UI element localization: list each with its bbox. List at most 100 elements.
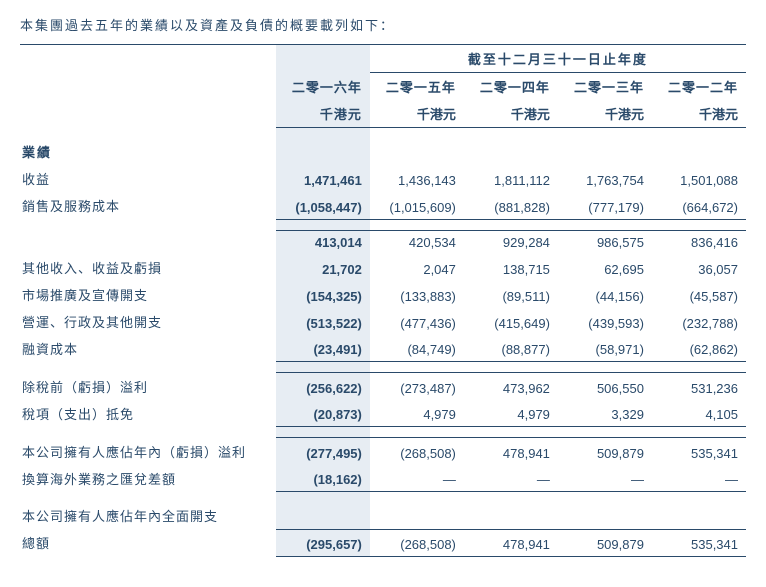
cell: 21,702: [276, 254, 370, 281]
cell: 1,811,112: [464, 165, 558, 192]
cell: 478,941: [464, 529, 558, 556]
cell: 473,962: [464, 373, 558, 400]
table-row: 融資成本(23,491)(84,749)(88,877)(58,971)(62,…: [20, 335, 746, 362]
cell: 420,534: [370, 230, 464, 254]
cell: 4,979: [464, 400, 558, 427]
cell: 509,879: [558, 438, 652, 465]
cell: (439,593): [558, 308, 652, 335]
cell: 138,715: [464, 254, 558, 281]
cell: [276, 502, 370, 529]
cell: (477,436): [370, 308, 464, 335]
cell: 1,436,143: [370, 165, 464, 192]
cell: 1,471,461: [276, 165, 370, 192]
intro-text: 本集團過去五年的業績以及資產及負債的概要載列如下：: [20, 15, 746, 34]
unit-2: 千港元: [464, 100, 558, 128]
year-header-0: 二零一六年: [276, 73, 370, 101]
cell: (88,877): [464, 335, 558, 362]
row-label: 本公司擁有人應佔年內（虧損）溢利: [20, 438, 276, 465]
cell: [370, 502, 464, 529]
row-label: 銷售及服務成本: [20, 192, 276, 219]
cell: 2,047: [370, 254, 464, 281]
cell: (133,883): [370, 281, 464, 308]
cell: —: [464, 465, 558, 492]
year-header-1: 二零一五年: [370, 73, 464, 101]
row-label: 總額: [20, 529, 276, 556]
row-label: 換算海外業務之匯兌差額: [20, 465, 276, 492]
cell: (268,508): [370, 529, 464, 556]
row-label: 其他收入、收益及虧損: [20, 254, 276, 281]
year-header-2: 二零一四年: [464, 73, 558, 101]
cell: 4,105: [652, 400, 746, 427]
section-title: 業績: [20, 138, 276, 165]
cell: 509,879: [558, 529, 652, 556]
cell: 929,284: [464, 230, 558, 254]
unit-4: 千港元: [652, 100, 746, 128]
cell: (44,156): [558, 281, 652, 308]
row-label: 除稅前（虧損）溢利: [20, 373, 276, 400]
cell: 36,057: [652, 254, 746, 281]
cell: (295,657): [276, 529, 370, 556]
cell: —: [370, 465, 464, 492]
cell: (268,508): [370, 438, 464, 465]
unit-3: 千港元: [558, 100, 652, 128]
table-row: 除稅前（虧損）溢利(256,622)(273,487)473,962506,55…: [20, 373, 746, 400]
row-label: 本公司擁有人應佔年內全面開支: [20, 502, 276, 529]
table-row: 本公司擁有人應佔年內全面開支: [20, 502, 746, 529]
row-label: 收益: [20, 165, 276, 192]
cell: (777,179): [558, 192, 652, 219]
table-row: 總額(295,657)(268,508)478,941509,879535,34…: [20, 529, 746, 556]
cell: 986,575: [558, 230, 652, 254]
cell: (664,672): [652, 192, 746, 219]
table-row: 市場推廣及宣傳開支(154,325)(133,883)(89,511)(44,1…: [20, 281, 746, 308]
row-label: 市場推廣及宣傳開支: [20, 281, 276, 308]
cell: 478,941: [464, 438, 558, 465]
unit-0: 千港元: [276, 100, 370, 128]
table-row: 營運、行政及其他開支(513,522)(477,436)(415,649)(43…: [20, 308, 746, 335]
financial-table-wrap: 截至十二月三十一日止年度 二零一六年 二零一五年 二零一四年 二零一三年 二零一…: [20, 44, 746, 557]
cell: (84,749): [370, 335, 464, 362]
cell: (58,971): [558, 335, 652, 362]
table-row: 本公司擁有人應佔年內（虧損）溢利(277,495)(268,508)478,94…: [20, 438, 746, 465]
cell: (154,325): [276, 281, 370, 308]
cell: —: [652, 465, 746, 492]
year-header-3: 二零一三年: [558, 73, 652, 101]
cell: (23,491): [276, 335, 370, 362]
row-label: 稅項（支出）抵免: [20, 400, 276, 427]
row-label: [20, 230, 276, 254]
cell: 506,550: [558, 373, 652, 400]
cell: 1,501,088: [652, 165, 746, 192]
cell: (273,487): [370, 373, 464, 400]
cell: 535,341: [652, 438, 746, 465]
table-row: 換算海外業務之匯兌差額(18,162)————: [20, 465, 746, 492]
table-row: 其他收入、收益及虧損21,7022,047138,71562,69536,057: [20, 254, 746, 281]
table-row: 銷售及服務成本(1,058,447)(1,015,609)(881,828)(7…: [20, 192, 746, 219]
cell: (18,162): [276, 465, 370, 492]
cell: (256,622): [276, 373, 370, 400]
cell: —: [558, 465, 652, 492]
cell: 531,236: [652, 373, 746, 400]
cell: (45,587): [652, 281, 746, 308]
cell: 3,329: [558, 400, 652, 427]
cell: (415,649): [464, 308, 558, 335]
cell: (62,862): [652, 335, 746, 362]
row-label: 營運、行政及其他開支: [20, 308, 276, 335]
cell: [652, 502, 746, 529]
cell: 4,979: [370, 400, 464, 427]
cell: 535,341: [652, 529, 746, 556]
cell: (1,015,609): [370, 192, 464, 219]
cell: 1,763,754: [558, 165, 652, 192]
cell: 836,416: [652, 230, 746, 254]
unit-1: 千港元: [370, 100, 464, 128]
year-header-4: 二零一二年: [652, 73, 746, 101]
cell: (881,828): [464, 192, 558, 219]
row-label: 融資成本: [20, 335, 276, 362]
financial-table: 截至十二月三十一日止年度 二零一六年 二零一五年 二零一四年 二零一三年 二零一…: [20, 45, 746, 557]
cell: (513,522): [276, 308, 370, 335]
cell: (277,495): [276, 438, 370, 465]
cell: (20,873): [276, 400, 370, 427]
table-row: 稅項（支出）抵免(20,873)4,9794,9793,3294,105: [20, 400, 746, 427]
cell: (232,788): [652, 308, 746, 335]
table-row: 413,014420,534929,284986,575836,416: [20, 230, 746, 254]
cell: 413,014: [276, 230, 370, 254]
header-span: 截至十二月三十一日止年度: [370, 45, 746, 73]
